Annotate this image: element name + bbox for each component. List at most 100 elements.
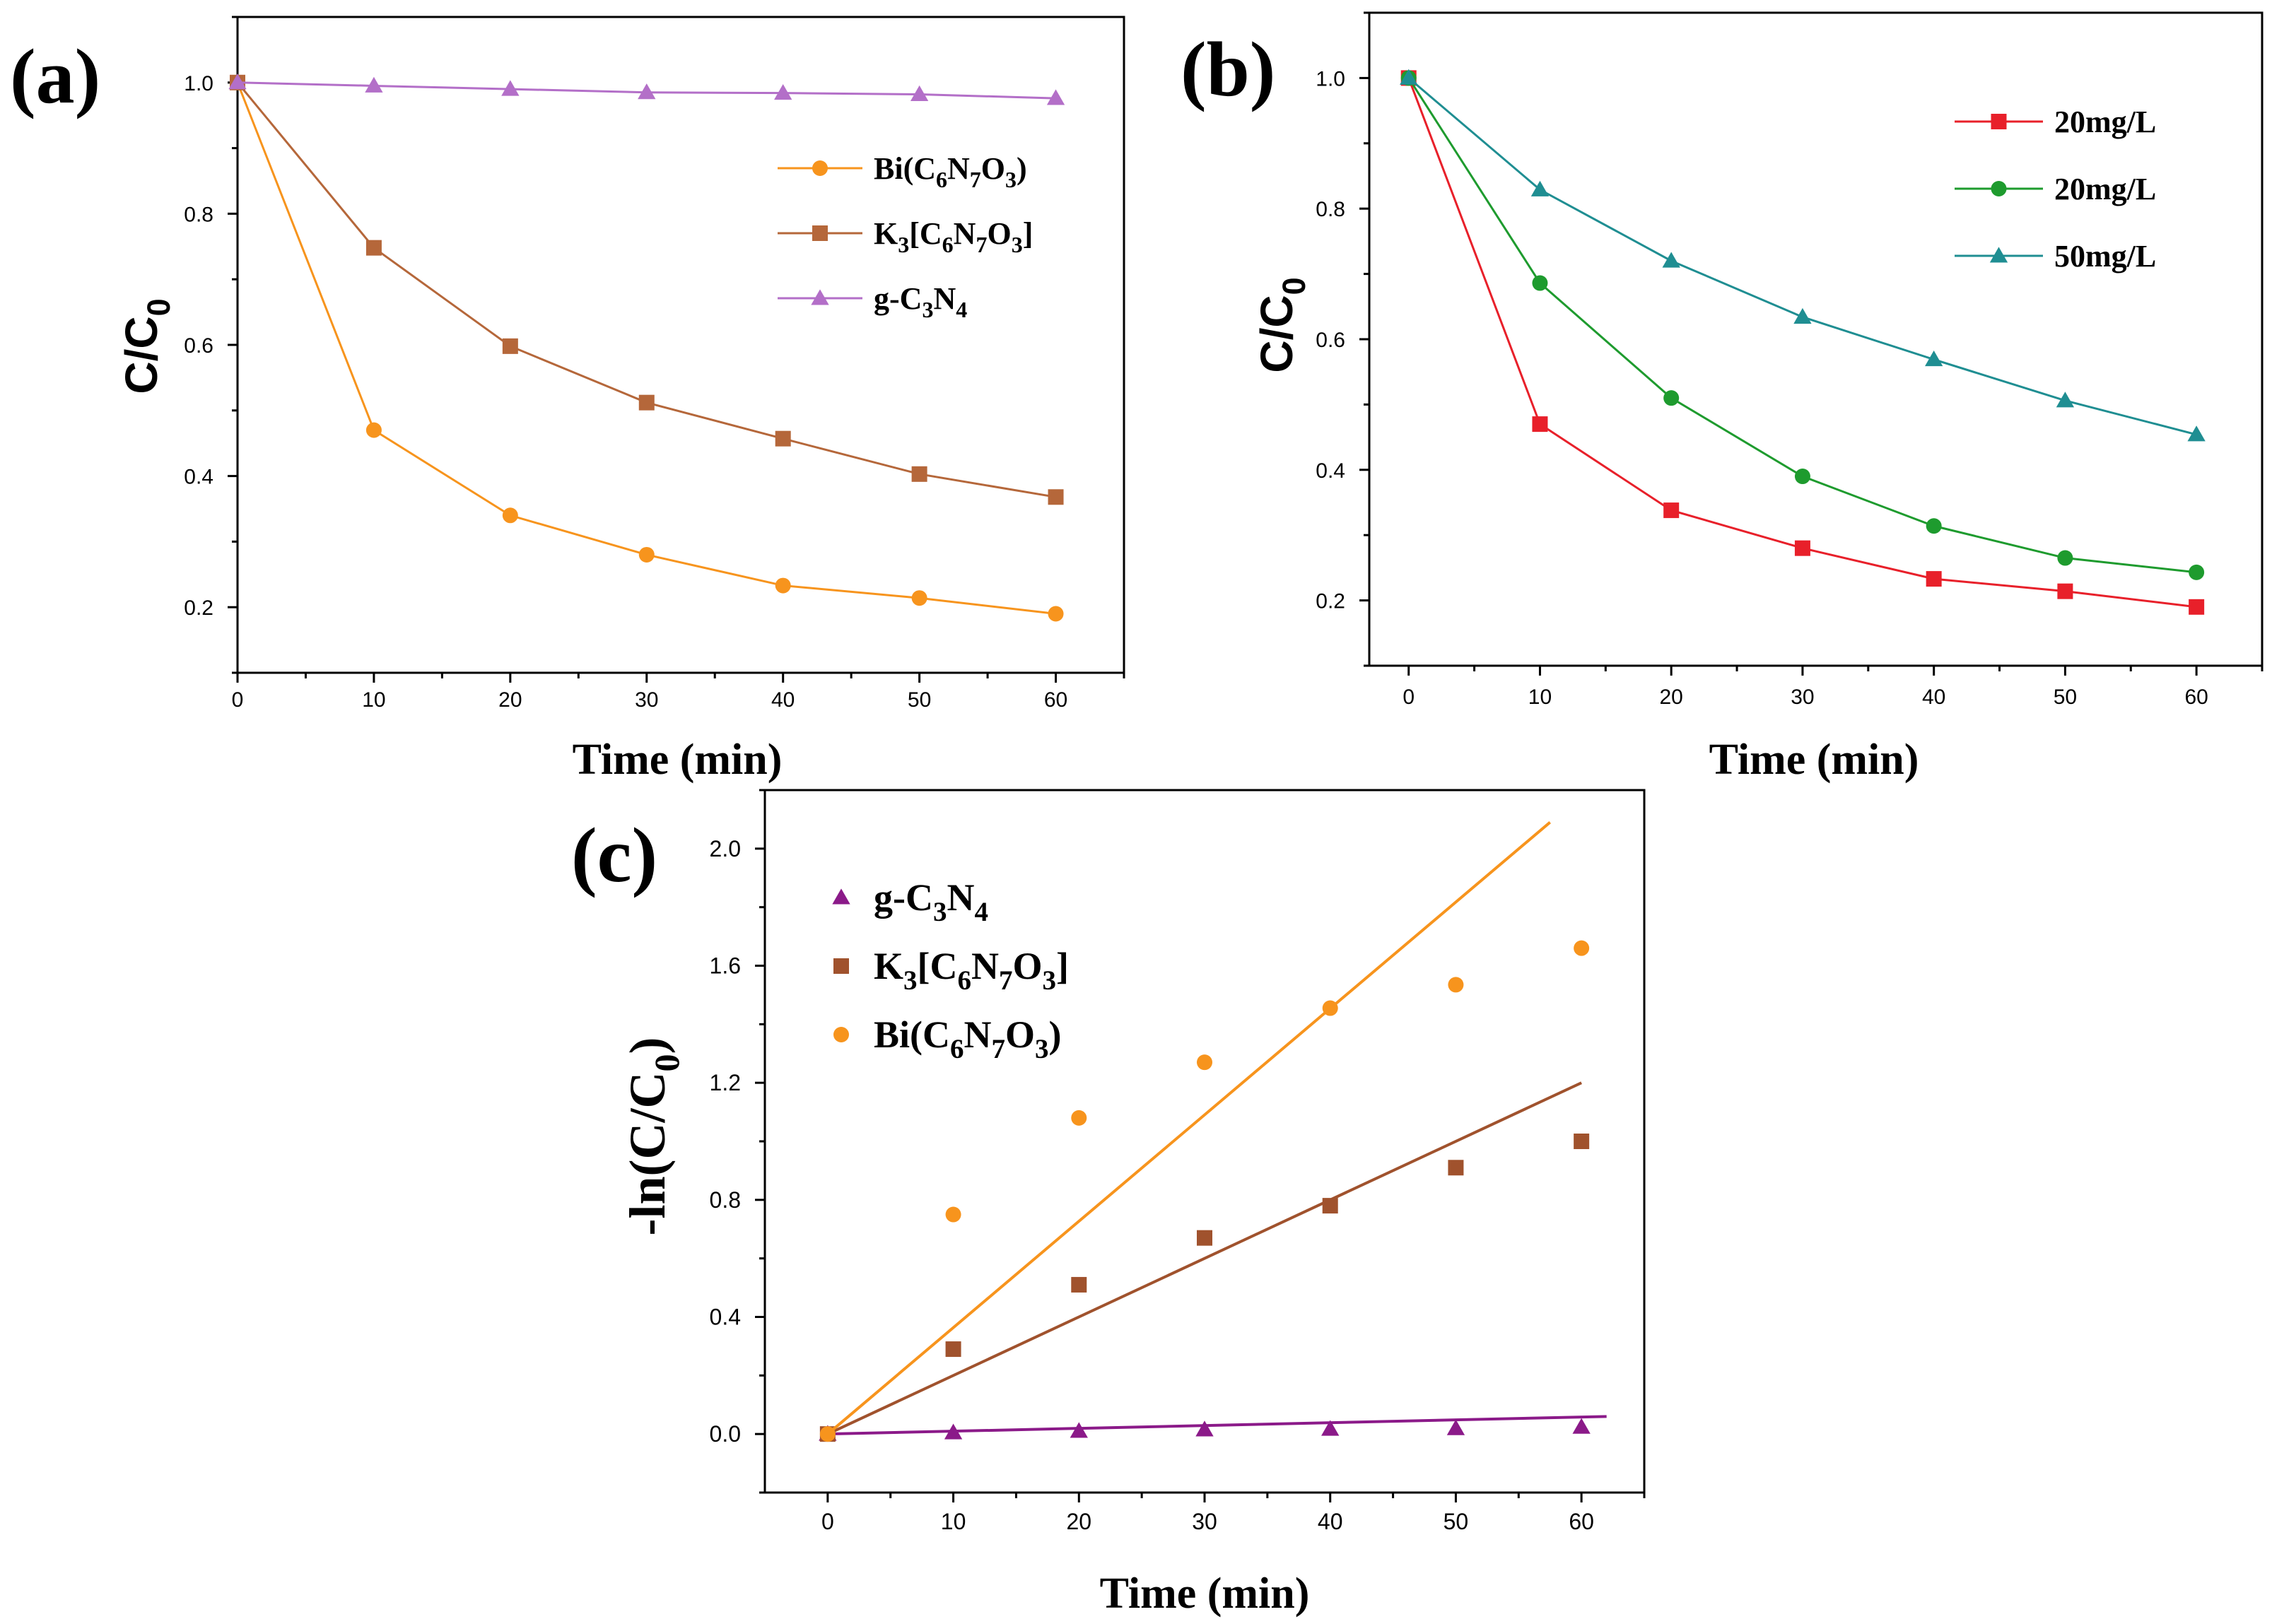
data-point [1071, 1110, 1087, 1126]
legend-entry: 50mg/L [1955, 239, 2156, 273]
data-point [1448, 977, 1464, 993]
legend-marker [812, 160, 828, 176]
data-point [1448, 1160, 1464, 1176]
data-point [2189, 599, 2205, 615]
data-point [2187, 425, 2206, 442]
legend-entry: g-C3N4 [832, 876, 988, 927]
data-point [638, 546, 655, 563]
x-axis-title: Time (min) [1709, 736, 1919, 784]
data-point [1321, 1420, 1340, 1436]
legend-subscript: 4 [956, 297, 967, 322]
series-line [1407, 77, 2197, 574]
data-point [2056, 392, 2075, 408]
y-axis-title-main: C/C [116, 316, 167, 394]
legend-label: Bi(C6N7O3) [874, 1013, 1062, 1064]
series-1 [1400, 70, 2205, 580]
y-tick-label: 1.2 [710, 1070, 741, 1095]
legend-subscript: 3 [1012, 232, 1023, 257]
data-point [1574, 940, 1590, 956]
legend-marker [1991, 114, 2007, 129]
data-point [1793, 307, 1812, 324]
legend-subscript: 6 [950, 1034, 964, 1064]
data-point [1197, 1054, 1212, 1071]
legend-text-part: O [1005, 1013, 1035, 1056]
legend-subscript: 3 [898, 232, 909, 257]
legend-entry: g-C3N4 [778, 281, 967, 322]
data-point [228, 73, 247, 90]
legend-text-part: g-C [874, 281, 922, 316]
data-point [1926, 518, 1942, 534]
legend-entry: 20mg/L [1955, 172, 2156, 206]
legend-subscript: 3 [903, 965, 918, 996]
data-point [819, 1426, 836, 1442]
y-tick-label: 0.0 [710, 1421, 741, 1447]
y-tick-label: 1.0 [1316, 67, 1345, 90]
data-point [2057, 550, 2073, 566]
legend-text-part: ] [1056, 945, 1069, 987]
legend-label: Bi(C6N7O3) [874, 151, 1027, 192]
panel-label: (b) [1181, 26, 1275, 112]
data-point [910, 85, 929, 101]
legend-label: g-C3N4 [874, 281, 967, 322]
legend-text-part: O [981, 151, 1005, 186]
legend-text-part: ) [1017, 151, 1027, 186]
legend-text-part: Bi(C [874, 1013, 950, 1056]
data-point [775, 577, 791, 594]
legend-text-part: Bi(C [874, 151, 936, 186]
legend-text-part: g-C [874, 876, 933, 919]
y-axis-title: C/C0 [116, 298, 177, 394]
data-point [1663, 502, 1680, 519]
legend-subscript: 4 [974, 897, 988, 927]
x-tick-label: 40 [1922, 686, 1945, 709]
x-tick-label: 60 [2184, 686, 2208, 709]
x-tick-label: 30 [635, 688, 658, 712]
x-axis-title: Time (min) [573, 736, 783, 784]
x-tick-label: 50 [1444, 1509, 1469, 1534]
y-axis-title-main: -ln(C/C [619, 1071, 676, 1235]
plot-frame [236, 16, 1125, 674]
legend-text-part: N [964, 1013, 992, 1056]
data-point [1532, 416, 1548, 433]
series-0 [230, 74, 1064, 622]
data-point [1048, 606, 1064, 622]
legend-text-part: [C [918, 945, 958, 987]
data-point [502, 338, 518, 354]
x-tick-label: 50 [2054, 686, 2077, 709]
legend-entry: Bi(C6N7O3) [778, 151, 1027, 192]
x-tick-label: 10 [1528, 686, 1552, 709]
legend-subscript: 7 [976, 232, 987, 257]
legend-text-part: N [933, 281, 956, 316]
legend-text-part: N [971, 945, 999, 987]
x-tick-label: 30 [1192, 1509, 1217, 1534]
chart-panel-1: (b) 0 10 20 30 40 50 60 0.2 0.4 0.6 0.8 1.0 Time (min… [1181, 11, 2264, 784]
data-point [365, 240, 382, 256]
series-line [1407, 77, 2197, 608]
legend-entry: K3[C6N7O3] [833, 945, 1069, 996]
legend-subscript: 6 [936, 167, 947, 192]
y-tick-label: 0.4 [184, 466, 213, 489]
x-tick-label: 60 [1569, 1509, 1594, 1534]
data-point [1926, 571, 1942, 587]
legend-label: K3[C6N7O3] [874, 216, 1033, 257]
x-tick-label: 10 [362, 688, 385, 712]
legend-text-part: ) [1049, 1013, 1062, 1056]
fit-line [827, 1415, 1607, 1436]
legend-text-part: N [947, 151, 970, 186]
data-point [502, 507, 518, 524]
x-tick-label: 40 [771, 688, 795, 712]
x-tick-label: 10 [941, 1509, 966, 1534]
data-point [638, 394, 655, 411]
fit-line [826, 821, 1552, 1435]
data-point [2057, 583, 2073, 599]
legend-text-part: [C [909, 216, 942, 251]
legend-text-part: K [874, 216, 898, 251]
data-point [1662, 252, 1680, 268]
data-point [638, 83, 656, 100]
legend-marker [1989, 247, 2008, 263]
legend-marker [1991, 181, 2007, 196]
data-point [1572, 1418, 1591, 1434]
y-tick-label: 0.8 [1316, 198, 1345, 221]
data-point [1071, 1276, 1087, 1293]
data-point [774, 83, 792, 100]
y-tick-label: 0.2 [184, 596, 213, 620]
